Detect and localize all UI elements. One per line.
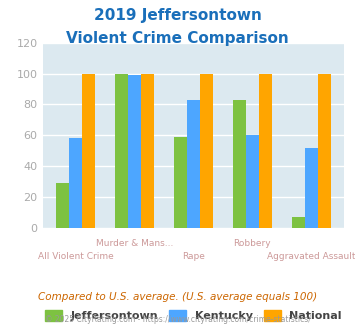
Text: © 2025 CityRating.com - https://www.cityrating.com/crime-statistics/: © 2025 CityRating.com - https://www.city… (45, 315, 310, 324)
Bar (56, 183, 69, 228)
Bar (305, 148, 318, 228)
Bar (259, 74, 272, 228)
Bar (318, 74, 331, 228)
Text: Violent Crime Comparison: Violent Crime Comparison (66, 31, 289, 46)
Bar (200, 74, 213, 228)
Bar (141, 74, 154, 228)
Text: Compared to U.S. average. (U.S. average equals 100): Compared to U.S. average. (U.S. average … (38, 292, 317, 302)
Bar (292, 217, 305, 228)
Text: Rape: Rape (182, 252, 205, 261)
Text: Robbery: Robbery (234, 239, 271, 248)
Bar (187, 100, 200, 228)
Bar (174, 137, 187, 228)
Bar (69, 138, 82, 228)
Text: Aggravated Assault: Aggravated Assault (267, 252, 355, 261)
Text: 2019 Jeffersontown: 2019 Jeffersontown (94, 8, 261, 23)
Text: All Violent Crime: All Violent Crime (38, 252, 114, 261)
Bar (246, 135, 259, 228)
Bar (115, 74, 128, 228)
Bar (128, 75, 141, 228)
Bar (82, 74, 95, 228)
Text: Murder & Mans...: Murder & Mans... (96, 239, 173, 248)
Bar (233, 100, 246, 228)
Legend: Jeffersontown, Kentucky, National: Jeffersontown, Kentucky, National (40, 305, 346, 326)
